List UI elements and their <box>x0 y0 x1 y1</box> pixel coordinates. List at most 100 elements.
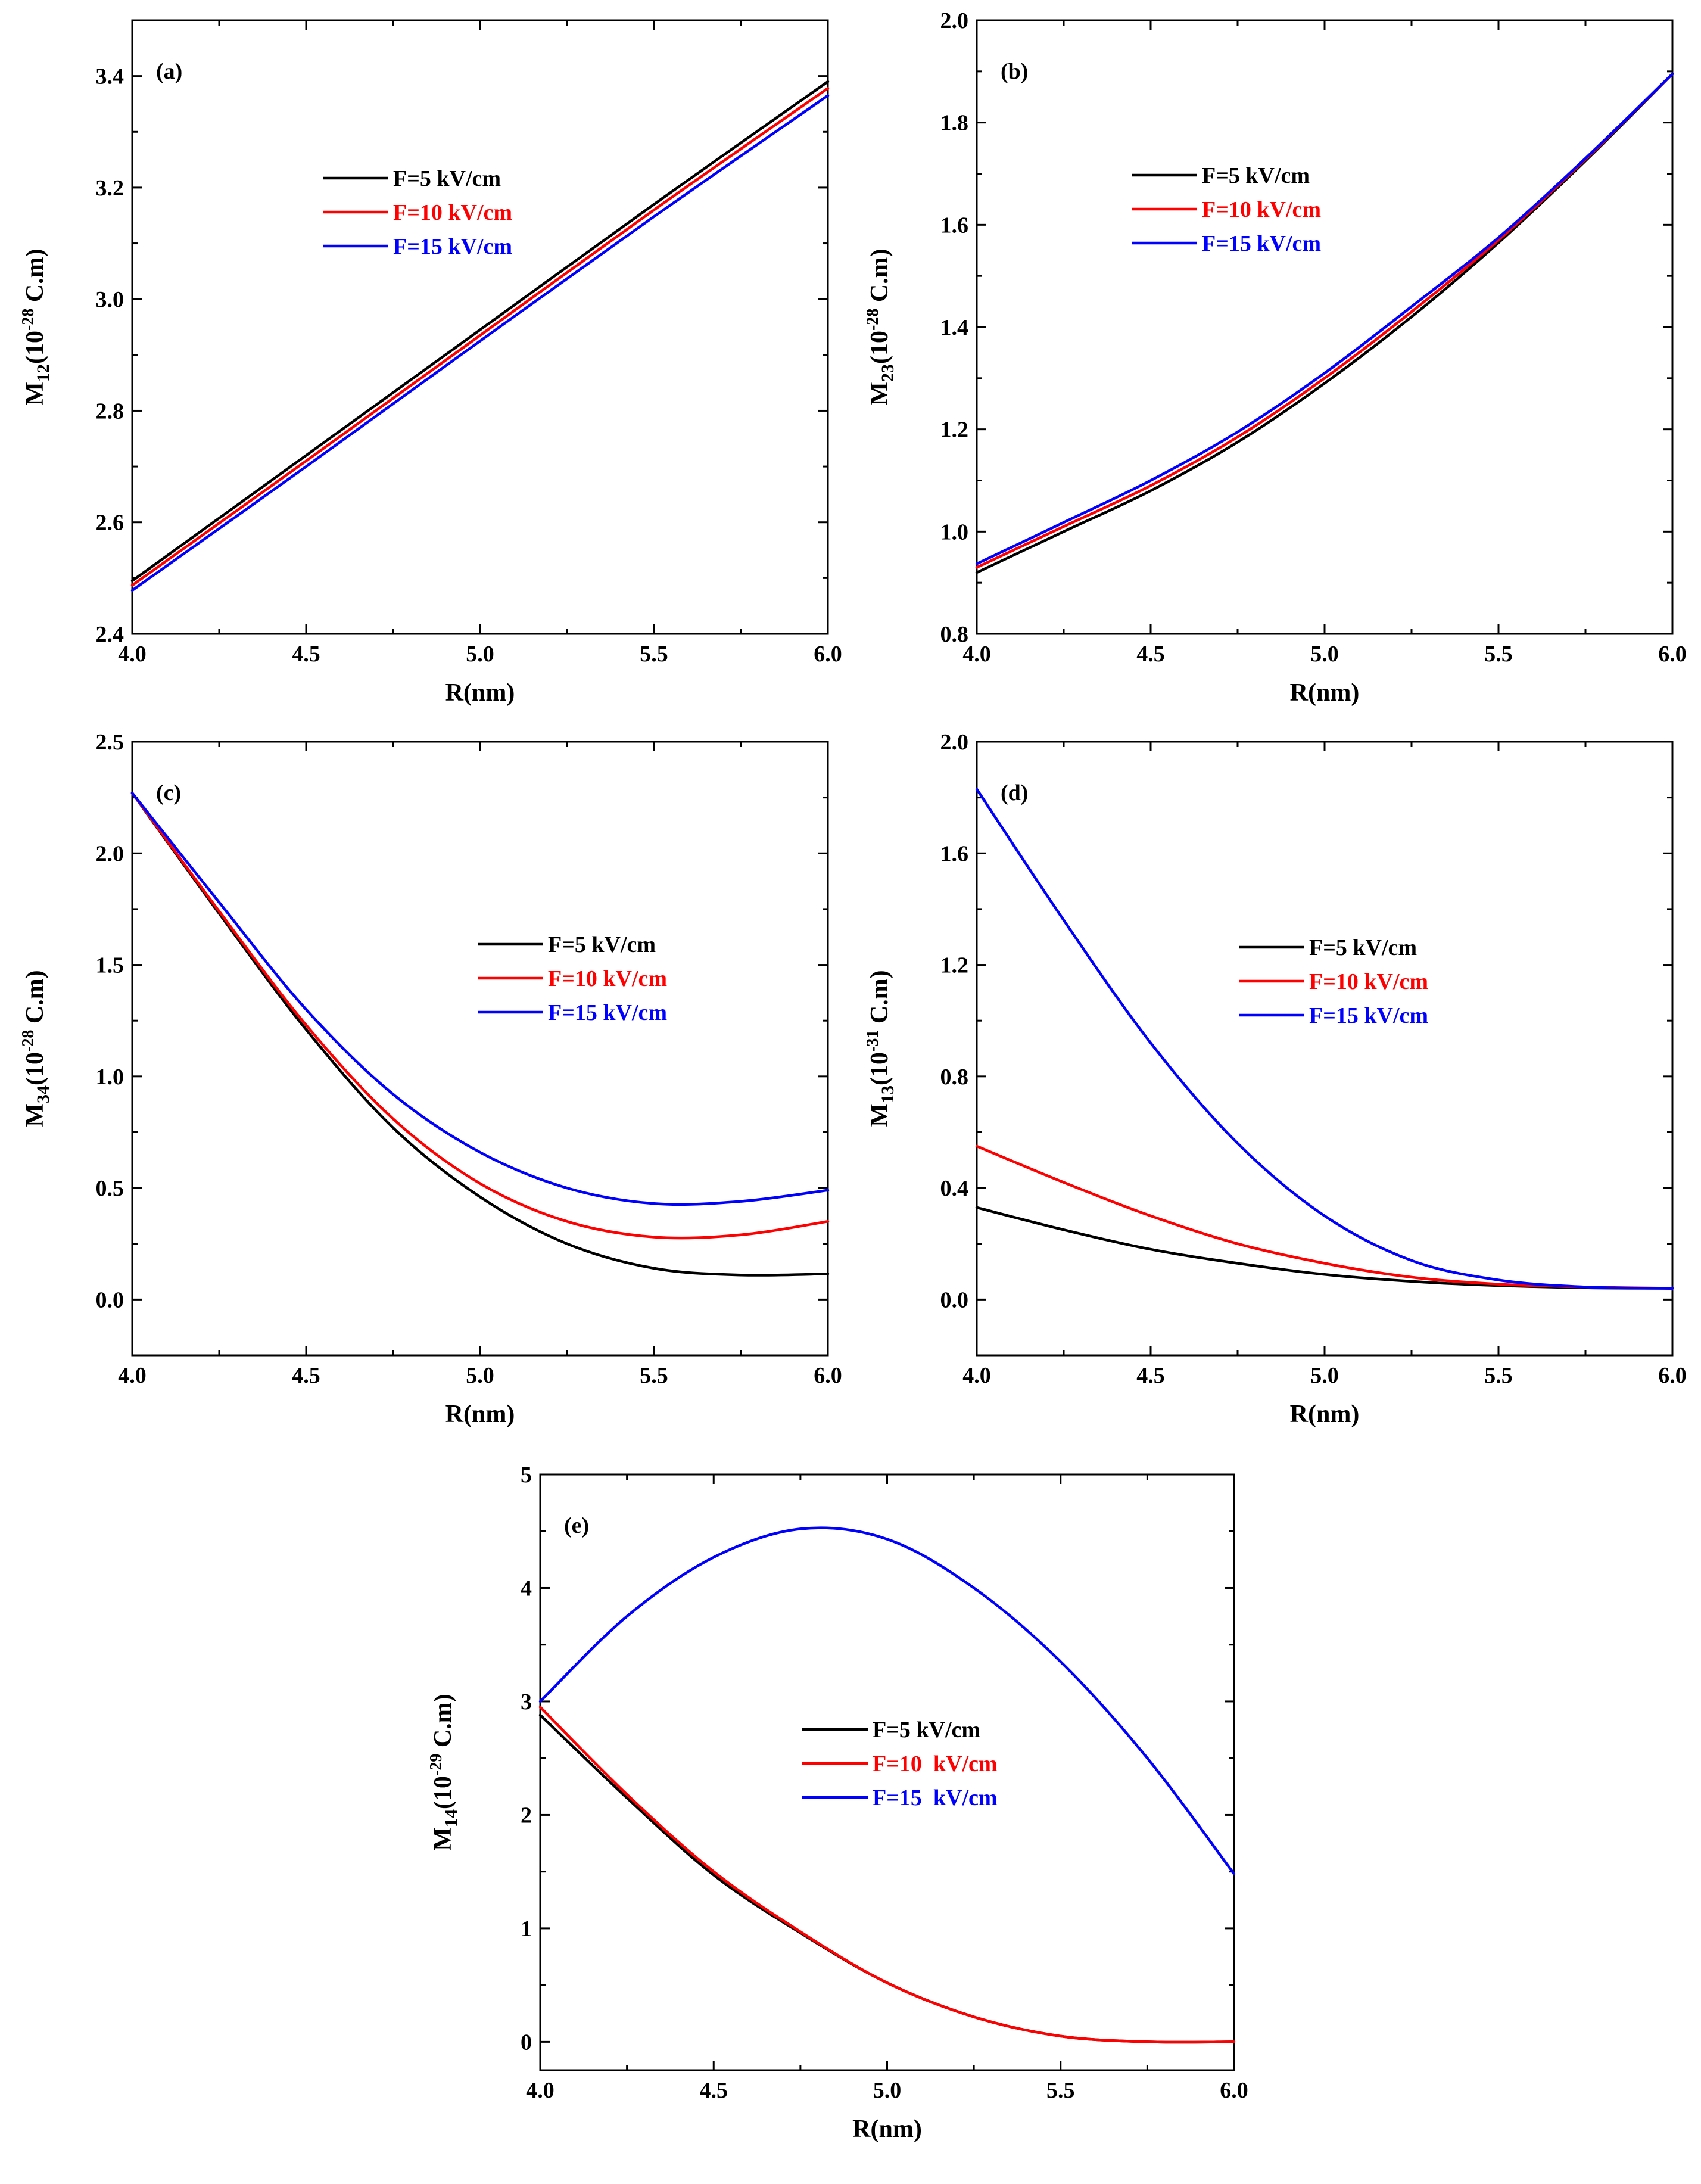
y-tick-label: 2.0 <box>96 841 124 866</box>
legend-label: F=15 kV/cm <box>873 1785 998 1810</box>
y-axis-label-base: M <box>866 1103 893 1127</box>
y-tick-label: 3.2 <box>96 176 124 201</box>
legend-label: F=5 kV/cm <box>1202 163 1310 188</box>
y-axis-label-sub: 12 <box>33 364 53 382</box>
x-axis-label: R(nm) <box>446 1401 515 1428</box>
y-tick-label: 0.0 <box>940 1287 969 1312</box>
y-tick-label: 1.0 <box>940 519 969 545</box>
x-tick-label: 6.0 <box>1220 2078 1248 2103</box>
y-axis-label-close: C.m) <box>866 970 893 1029</box>
x-tick-label: 6.0 <box>814 642 842 667</box>
y-axis-label-sup: -29 <box>427 1754 446 1776</box>
legend-label: F=10 kV/cm <box>1309 969 1428 994</box>
legend-label: F=5 kV/cm <box>548 932 656 957</box>
y-tick-label: 1.5 <box>96 953 124 978</box>
legend-label: F=10 kV/cm <box>1202 197 1321 222</box>
y-tick-label: 1.0 <box>96 1065 124 1090</box>
plot-frame <box>131 19 829 635</box>
y-axis-label-base: M <box>429 1827 457 1851</box>
legend-label: F=5 kV/cm <box>873 1718 980 1743</box>
x-tick-label: 4.0 <box>118 642 147 667</box>
y-tick-label: 1.6 <box>940 213 969 238</box>
y-axis-label-open: (10 <box>429 1776 457 1809</box>
panel-label: (e) <box>564 1513 589 1538</box>
x-tick-label: 5.0 <box>1310 642 1339 667</box>
y-tick-label: 0.8 <box>940 1065 969 1090</box>
legend-label: F=15 kV/cm <box>1309 1003 1428 1028</box>
series-line-f-15-kv-cm <box>538 1526 1236 1875</box>
plot-frame <box>976 19 1674 635</box>
x-tick-label: 6.0 <box>1658 1363 1687 1388</box>
y-tick-label: 1.2 <box>940 953 969 978</box>
chart-panel-b: 4.0 4.5 5.0 5.5 6.0 0.8 1.0 1.2 1.4 1.6 1.8 2.0 (b) F… <box>864 8 1687 707</box>
y-axis-label: M13(10-31 C.m) <box>864 970 898 1127</box>
x-tick-label: 4.5 <box>292 642 320 667</box>
y-tick-label: 2.0 <box>940 8 969 33</box>
panel-label: (c) <box>156 780 181 805</box>
legend-label: F=5 kV/cm <box>393 166 501 191</box>
x-axis-label: R(nm) <box>1290 1401 1360 1428</box>
y-tick-label: 2.0 <box>940 730 969 755</box>
legend-label: F=15 kV/cm <box>1202 231 1321 256</box>
y-tick-label: 2.4 <box>96 622 124 647</box>
y-axis-label-open: (10 <box>866 331 893 364</box>
x-tick-label: 5.0 <box>466 642 494 667</box>
x-tick-label: 4.0 <box>962 1363 991 1388</box>
x-axis-label: R(nm) <box>446 679 515 707</box>
y-axis-label-open: (10 <box>21 1052 49 1085</box>
panel-label: (d) <box>1001 780 1028 805</box>
series-line-f-5-kv-cm <box>975 72 1674 574</box>
legend-label: F=10 kV/cm <box>873 1751 998 1777</box>
y-tick-label: 3 <box>521 1690 532 1715</box>
x-tick-label: 4.0 <box>962 642 991 667</box>
series-line-f-5-kv-cm <box>130 80 830 583</box>
y-axis-label-base: M <box>21 382 49 406</box>
y-tick-label: 2.5 <box>96 730 124 755</box>
y-axis-label-open: (10 <box>866 1052 893 1085</box>
panel-label: (b) <box>1001 59 1028 84</box>
x-axis-label: R(nm) <box>852 2115 922 2143</box>
series-line-f-5-kv-cm <box>130 791 830 1277</box>
y-axis-label-sup: -28 <box>19 1030 38 1052</box>
x-tick-label: 4.5 <box>292 1363 320 1388</box>
y-axis-label: M23(10-28 C.m) <box>864 248 898 405</box>
y-axis-label-base: M <box>866 382 893 406</box>
y-axis-label: M34(10-28 C.m) <box>19 970 53 1127</box>
y-tick-label: 3.0 <box>96 287 124 312</box>
chart-panel-e: 4.0 4.5 5.0 5.5 6.0 0 1 2 3 4 5 (e) F=5 kV/cm F=10 kV… <box>427 1463 1248 2143</box>
series-line-f-15-kv-cm <box>130 791 830 1206</box>
y-axis-label-close: C.m) <box>21 248 49 308</box>
x-tick-label: 4.5 <box>1136 642 1165 667</box>
y-axis-label: M12(10-28 C.m) <box>19 248 53 405</box>
y-tick-label: 2.6 <box>96 511 124 536</box>
y-axis-label-sup: -28 <box>864 309 882 331</box>
series-line-f-5-kv-cm <box>975 1206 1674 1290</box>
y-tick-label: 3.4 <box>96 64 124 89</box>
x-tick-label: 5.5 <box>1484 1363 1513 1388</box>
series-line-f-10-kv-cm <box>538 1706 1236 2044</box>
y-axis-label-sup: -28 <box>19 309 38 331</box>
legend-label: F=10 kV/cm <box>548 966 667 991</box>
panel-label: (a) <box>156 59 182 84</box>
y-tick-label: 0.0 <box>96 1287 124 1312</box>
y-axis-label-close: C.m) <box>866 248 893 308</box>
y-axis-label-sub: 13 <box>878 1085 898 1103</box>
x-tick-label: 4.0 <box>118 1363 147 1388</box>
y-axis-label-sub: 23 <box>878 364 898 382</box>
y-tick-label: 0.4 <box>940 1176 969 1201</box>
y-tick-label: 2.8 <box>96 399 124 424</box>
y-tick-label: 2 <box>521 1803 532 1828</box>
legend-label: F=15 kV/cm <box>548 1000 667 1025</box>
series-line-f-15-kv-cm <box>975 788 1674 1290</box>
x-tick-label: 4.5 <box>1136 1363 1165 1388</box>
series-line-f-15-kv-cm <box>975 72 1674 565</box>
y-tick-label: 1.4 <box>940 315 969 340</box>
y-tick-label: 5 <box>521 1463 532 1488</box>
series-line-f-10-kv-cm <box>975 72 1674 569</box>
chart-panel-c: 4.0 4.5 5.0 5.5 6.0 0.0 0.5 1.0 1.5 2.0 2.5 (c) F=5 … <box>19 730 842 1428</box>
y-tick-label: 1.6 <box>940 841 969 866</box>
y-axis-label-open: (10 <box>21 331 49 364</box>
x-tick-label: 5.0 <box>1310 1363 1339 1388</box>
y-tick-label: 1.2 <box>940 418 969 443</box>
